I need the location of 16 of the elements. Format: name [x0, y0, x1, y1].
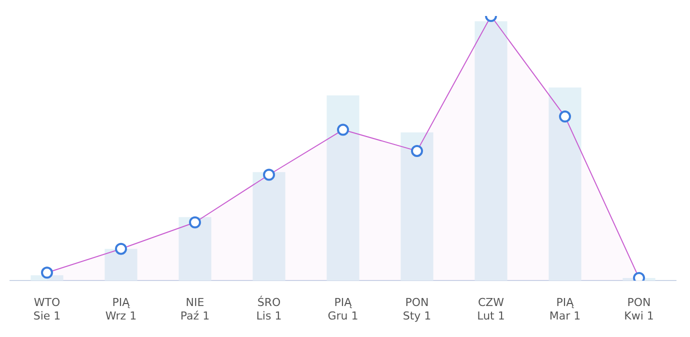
bar — [474, 21, 508, 281]
bar — [252, 172, 286, 281]
x-tick-label: CZW Lut 1 — [477, 296, 505, 322]
x-tick-label: NIE Paź 1 — [180, 296, 210, 322]
x-tick-label: PON Kwi 1 — [624, 296, 654, 322]
x-tick-label: PIĄ Gru 1 — [328, 296, 358, 322]
bar — [178, 217, 212, 281]
x-tick-label: ŚRO Lis 1 — [256, 295, 282, 322]
x-tick-label: WTO Sie 1 — [33, 296, 61, 322]
x-tick-label: PON Sty 1 — [402, 296, 432, 322]
bar — [400, 132, 434, 281]
bar — [326, 95, 360, 281]
x-tick-label: PIĄ Wrz 1 — [105, 296, 137, 322]
bar — [104, 248, 138, 281]
x-tick-label: PIĄ Mar 1 — [549, 296, 581, 322]
bar — [548, 87, 582, 281]
